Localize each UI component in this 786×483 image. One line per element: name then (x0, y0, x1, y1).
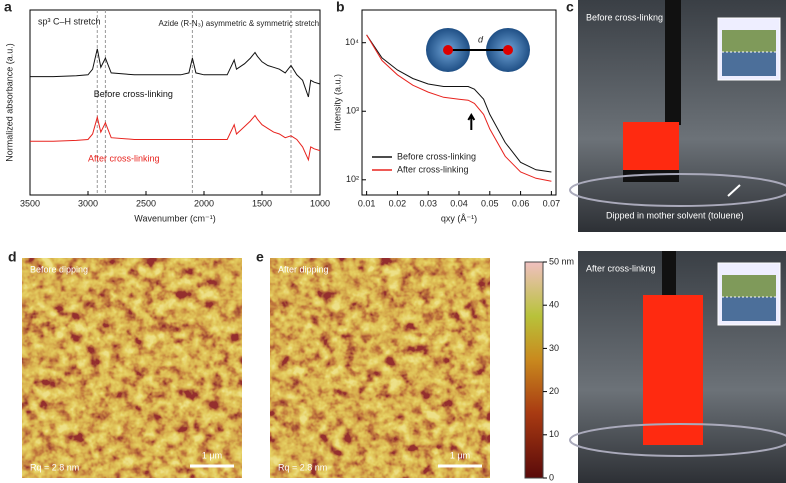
panel-label: b (336, 0, 345, 15)
core (443, 45, 453, 55)
y-axis-label: Normalized absorbance (a.u.) (4, 43, 14, 162)
afm-image (270, 258, 490, 478)
legend-label: After cross-linking (397, 164, 469, 174)
x-tick-label: 0.07 (543, 198, 561, 208)
panel-label: c (566, 0, 574, 15)
x-tick-label: 0.01 (358, 198, 376, 208)
x-axis-label: Wavenumber (cm⁻¹) (134, 213, 215, 223)
colorbar-label: 50 nm (549, 256, 574, 266)
photo-label: After cross-linkng (586, 263, 656, 273)
x-tick-label: 0.03 (419, 198, 437, 208)
core (503, 45, 513, 55)
arrow (467, 113, 476, 130)
x-tick-label: 1000 (310, 198, 330, 208)
photo-label: Before cross-linkng (586, 12, 663, 22)
y-axis-label: Intensity (a.u.) (332, 74, 342, 131)
colorbar-label: 0 (549, 472, 554, 482)
panel-label: a (4, 0, 12, 15)
colorbar-label: 10 (549, 429, 559, 439)
x-axis-label: qxy (Å⁻¹) (441, 213, 477, 223)
dish (569, 423, 786, 457)
dish (569, 173, 786, 207)
series-line (30, 48, 321, 98)
colorbar (524, 261, 544, 479)
arrow (727, 184, 741, 197)
series-line (366, 34, 552, 173)
series-label: Before cross-linking (94, 89, 173, 99)
afm-image (22, 258, 242, 478)
x-tick-label: 3000 (78, 198, 98, 208)
afm-label: Before dipping (30, 264, 88, 274)
series-line (366, 34, 552, 182)
y-tick-label: 10⁴ (345, 37, 359, 47)
photo-note: Dipped in mother solvent (toluene) (606, 210, 744, 220)
series-line (30, 114, 321, 162)
colorbar-label: 40 (549, 300, 559, 310)
x-tick-label: 0.04 (450, 198, 468, 208)
legend-label: Before cross-linking (397, 151, 476, 161)
colorbar-label: 20 (549, 386, 559, 396)
x-tick-label: 2500 (136, 198, 156, 208)
panel-label: d (8, 249, 17, 265)
afm-label: After dipping (278, 264, 329, 274)
panel-label: e (256, 249, 264, 265)
colorbar-label: 30 (549, 343, 559, 353)
inset-label: d (478, 34, 484, 44)
film-base (623, 170, 679, 182)
annotation: sp³ C–H stretch (38, 16, 101, 26)
scale-label: 1 μm (202, 450, 222, 460)
x-tick-label: 0.06 (512, 198, 530, 208)
x-tick-label: 1500 (252, 198, 272, 208)
x-tick-label: 3500 (20, 198, 40, 208)
y-tick-label: 10² (346, 174, 359, 184)
y-tick-label: 10³ (346, 106, 359, 116)
inset-film (722, 297, 776, 321)
scale-label: 1 μm (450, 450, 470, 460)
series-label: After cross-linking (88, 154, 160, 164)
afm-rq: Rq = 2.8 nm (30, 462, 79, 472)
x-tick-label: 0.02 (389, 198, 407, 208)
afm-rq: Rq = 2.8 nm (278, 462, 327, 472)
film (643, 295, 703, 445)
x-tick-label: 0.05 (481, 198, 499, 208)
plot-frame (29, 9, 321, 196)
x-tick-label: 2000 (194, 198, 214, 208)
holder (665, 0, 681, 125)
annotation: Azide (R-N₃) asymmetric & symmetric stre… (158, 19, 319, 28)
inset-film (722, 52, 776, 76)
film (623, 122, 679, 170)
